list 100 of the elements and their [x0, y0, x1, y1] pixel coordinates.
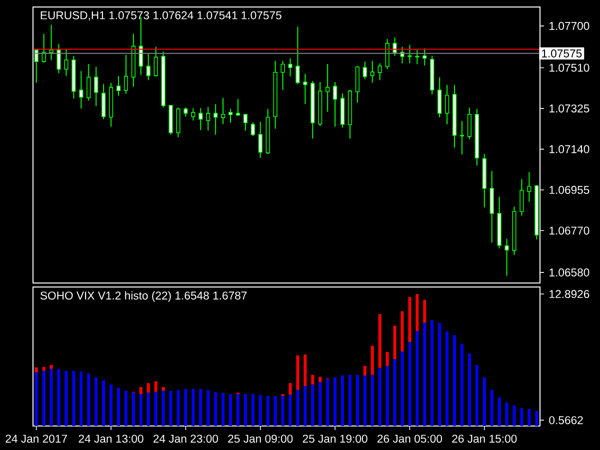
bar	[416, 294, 419, 332]
bar	[80, 372, 83, 426]
bar	[453, 335, 456, 426]
candlestick	[280, 60, 285, 90]
bar	[356, 374, 359, 426]
bar	[535, 410, 538, 426]
bar	[363, 376, 366, 426]
bar	[42, 370, 46, 426]
y-tick-label: 1.06955	[550, 186, 590, 194]
bar	[520, 408, 524, 426]
candlestick	[504, 238, 509, 276]
bar	[386, 366, 389, 426]
bar	[222, 392, 225, 426]
y-tick-label: 1.07510	[550, 64, 590, 72]
candlestick	[176, 107, 180, 138]
candlestick	[102, 84, 106, 120]
candlestick	[332, 82, 338, 128]
x-tick-label: 25 Jan 09:00	[228, 434, 293, 443]
candlestick	[86, 64, 91, 102]
candlestick	[220, 97, 226, 125]
bar	[288, 383, 292, 395]
bar	[370, 374, 374, 426]
bar	[146, 383, 150, 393]
bar	[304, 386, 307, 426]
bar	[370, 346, 374, 375]
ref-line-label: 1.07575	[542, 49, 582, 58]
bar	[236, 394, 240, 426]
bar	[393, 326, 396, 360]
bar	[34, 367, 38, 372]
bar	[378, 314, 382, 368]
candlestick	[392, 36, 397, 56]
bar	[110, 384, 113, 426]
bar	[296, 355, 300, 390]
bar	[154, 392, 158, 426]
bar	[490, 390, 494, 426]
bar	[64, 370, 68, 426]
bar	[296, 390, 300, 426]
candlestick	[408, 44, 412, 64]
candlestick	[79, 70, 84, 110]
bar	[334, 377, 337, 426]
bar	[482, 377, 486, 426]
candlestick	[288, 58, 292, 78]
bar	[304, 354, 307, 386]
bar	[528, 409, 531, 426]
bar	[318, 376, 322, 382]
bar	[72, 370, 76, 426]
bar	[162, 390, 165, 426]
candlestick	[94, 66, 98, 107]
bar	[244, 394, 247, 426]
bar	[192, 388, 195, 426]
bar	[311, 374, 314, 384]
bar	[162, 387, 165, 391]
candlestick	[258, 121, 262, 158]
bar	[199, 388, 202, 426]
x-tick-label: 24 Jan 13:00	[78, 434, 144, 443]
bar	[341, 376, 344, 426]
candlestick	[520, 178, 524, 216]
candlestick	[228, 108, 233, 124]
candlestick	[467, 107, 472, 140]
bar	[258, 394, 262, 426]
bar	[139, 387, 142, 394]
bar	[42, 366, 46, 371]
bar	[468, 353, 471, 426]
candlestick	[296, 26, 300, 85]
bar	[139, 394, 142, 426]
y-tick-label: 1.07140	[550, 145, 590, 154]
bar	[281, 396, 284, 426]
bar	[154, 381, 158, 392]
bar	[408, 296, 412, 342]
x-tick-label: 25 Jan 19:00	[302, 434, 368, 443]
candlestick	[214, 104, 218, 136]
candlestick	[243, 114, 248, 132]
y-tick-label: 1.06580	[550, 268, 590, 276]
y-tick-label: 1.07700	[550, 22, 590, 30]
bar	[184, 388, 188, 426]
candlestick	[198, 108, 203, 131]
bar	[423, 322, 426, 426]
bar	[438, 322, 442, 426]
x-tick-label: 26 Jan 05:00	[378, 434, 442, 443]
bar	[348, 374, 352, 426]
bar	[326, 379, 330, 426]
bar	[416, 331, 419, 426]
candlestick	[378, 62, 382, 81]
bar	[94, 377, 98, 426]
bar	[430, 320, 434, 426]
candlestick	[250, 122, 255, 136]
y-tick-label: 1.07325	[550, 104, 590, 112]
bar	[251, 394, 254, 426]
candlestick	[415, 49, 420, 65]
bar	[266, 396, 270, 426]
bar	[50, 368, 53, 426]
candlestick	[527, 172, 532, 202]
candlestick	[116, 75, 121, 96]
candlestick	[191, 108, 196, 122]
bar	[288, 394, 292, 426]
candlestick	[422, 48, 427, 66]
y-tick-label: 0.5662	[549, 416, 583, 424]
bar	[102, 380, 106, 426]
candlestick	[460, 120, 464, 155]
bar	[229, 394, 232, 426]
